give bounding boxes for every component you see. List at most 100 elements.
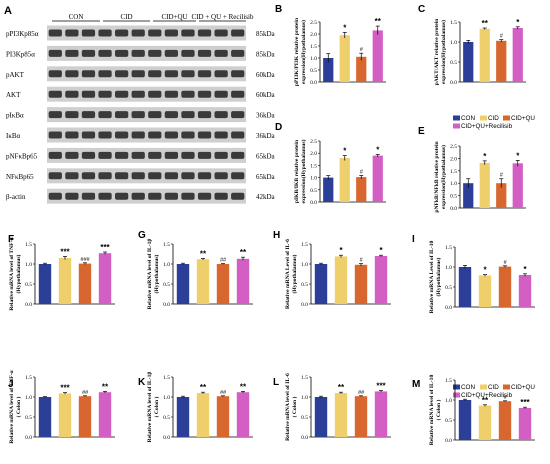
bar-con: [463, 183, 474, 208]
y-axis-label: pNFkB/NFkB relative protein: [434, 140, 440, 212]
blot-band: [231, 172, 245, 180]
blot-band: [231, 49, 245, 57]
significance-mark: ***: [60, 384, 70, 393]
panel-label: K: [138, 377, 146, 388]
bar-cid-qu-recilisib: [518, 408, 532, 440]
blot-band: [131, 151, 145, 159]
blot-band: [65, 29, 79, 37]
blot-band: [114, 151, 129, 159]
bar-cid-qu-recilisib: [518, 275, 532, 307]
y-tick-label: 0.0: [310, 200, 317, 206]
significance-mark: ##: [220, 390, 227, 396]
chart-panel-i: I 0.0 0.5 1.0 1.5 Relative mRNA Level of IL-1…: [412, 234, 535, 313]
y-axis-label: Relative mRNA level of IL-10: [429, 375, 435, 446]
legend-label: CID+QU: [511, 384, 535, 391]
bar-con: [38, 264, 52, 304]
panel-label: M: [412, 379, 420, 390]
significance-mark: **: [200, 383, 207, 392]
significance-mark: **: [482, 396, 489, 405]
significance-mark: *: [343, 23, 347, 32]
blot-band: [181, 29, 195, 37]
bar-con: [176, 397, 190, 437]
y-tick-label: 2.5: [310, 139, 317, 145]
bar-cid-qu-recilisib: [98, 253, 112, 304]
blot-kda-label: 65kDa: [256, 152, 276, 160]
y-tick-label: 0.5: [445, 418, 452, 424]
blot-band: [231, 29, 245, 37]
bar-cid-qu: [498, 266, 512, 307]
bar-cid-qu-recilisib: [512, 28, 523, 82]
blot-band: [131, 111, 145, 119]
y-tick-label: 1.0: [163, 262, 170, 268]
blot-band: [114, 90, 129, 98]
blot-strip: [47, 107, 246, 123]
y-axis-label: Relative mRNA level of TNF-α: [9, 370, 15, 444]
y-tick-label: 1.5: [163, 242, 170, 248]
blot-band: [65, 131, 79, 139]
bar-cid-qu: [356, 177, 367, 202]
y-axis-label: expression(Hypothalamus): [300, 139, 307, 203]
y-tick-label: 1.5: [25, 242, 32, 248]
blot-band: [164, 151, 179, 159]
bar-con: [323, 58, 334, 82]
legend-label: CID+QU: [511, 115, 535, 122]
panel-label: G: [138, 230, 146, 241]
bar-cid: [58, 258, 72, 304]
blot-band: [214, 70, 228, 78]
y-tick-label: 1.5: [163, 375, 170, 381]
blot-band: [197, 151, 212, 159]
y-tick-label: 2.0: [310, 151, 317, 157]
legend-label: CID: [488, 384, 499, 391]
legend-label: CID+QU+Recilisib: [461, 123, 513, 130]
legend-swatch: [453, 123, 460, 129]
blot-band: [231, 131, 245, 139]
blot-band: [48, 29, 62, 37]
chart-panel-e: E 0.0 0.5 1.0 1.5 2.0 2.5 pNFkB/NFkB relative p…: [418, 126, 526, 213]
bar-cid-qu: [216, 396, 230, 437]
y-tick-label: 1.0: [450, 181, 457, 187]
chart-panel-c: C 0.0 0.5 1.0 1.5 pAKT/AKT relative protein ex…: [418, 4, 526, 86]
blot-band: [98, 172, 112, 180]
blot-band: [214, 49, 228, 57]
blot-band: [48, 111, 62, 119]
y-axis-label: pAKT/AKT relative protein: [434, 18, 440, 86]
blot-band: [181, 131, 195, 139]
blot-band: [148, 111, 162, 119]
blot-band: [181, 49, 195, 57]
blot-row-label: IκBα: [6, 132, 21, 140]
y-axis-label: Relative mRNA Level of IL-10: [429, 240, 435, 313]
significance-mark: **: [240, 382, 247, 391]
bar-con: [38, 397, 52, 437]
significance-mark: ***: [376, 382, 386, 391]
significance-mark: ***: [100, 243, 110, 252]
blot-band: [231, 70, 245, 78]
blot-band: [48, 192, 62, 200]
bar-con: [314, 397, 328, 437]
y-tick-label: 0.5: [301, 282, 308, 288]
blot-band: [65, 192, 79, 200]
group-header-label: CON: [69, 13, 84, 21]
y-tick-label: 0.0: [445, 438, 452, 444]
blot-band: [148, 90, 162, 98]
y-axis-label: Relative mRNA level of IL-6: [285, 373, 291, 441]
legend-swatch: [480, 115, 487, 121]
blot-band: [65, 151, 79, 159]
bar-cid: [58, 393, 72, 437]
chart-panel-k: K 0.0 0.5 1.0 1.5 Relative mRNA level of IL-1…: [138, 372, 253, 442]
blot-kda-label: 85kDa: [256, 50, 276, 58]
panel-label: I: [412, 234, 415, 245]
blot-band: [98, 29, 112, 37]
blot-band: [214, 192, 228, 200]
group-header-label: CID+QU: [161, 13, 187, 21]
blot-band: [48, 151, 62, 159]
y-tick-label: 1.5: [450, 20, 457, 26]
y-tick-label: 0.0: [301, 302, 308, 308]
y-tick-label: 2.0: [450, 156, 457, 162]
panel-label: H: [273, 230, 280, 241]
y-axis-label: expression(Hypothalamus): [440, 20, 447, 84]
chart-panel-h: H 0.0 0.5 1.0 1.5 Relative mRNA Level of IL-6…: [273, 230, 391, 309]
bar-con: [176, 264, 190, 304]
blot-band: [98, 131, 112, 139]
blot-band: [81, 131, 96, 139]
blot-band: [48, 172, 62, 180]
